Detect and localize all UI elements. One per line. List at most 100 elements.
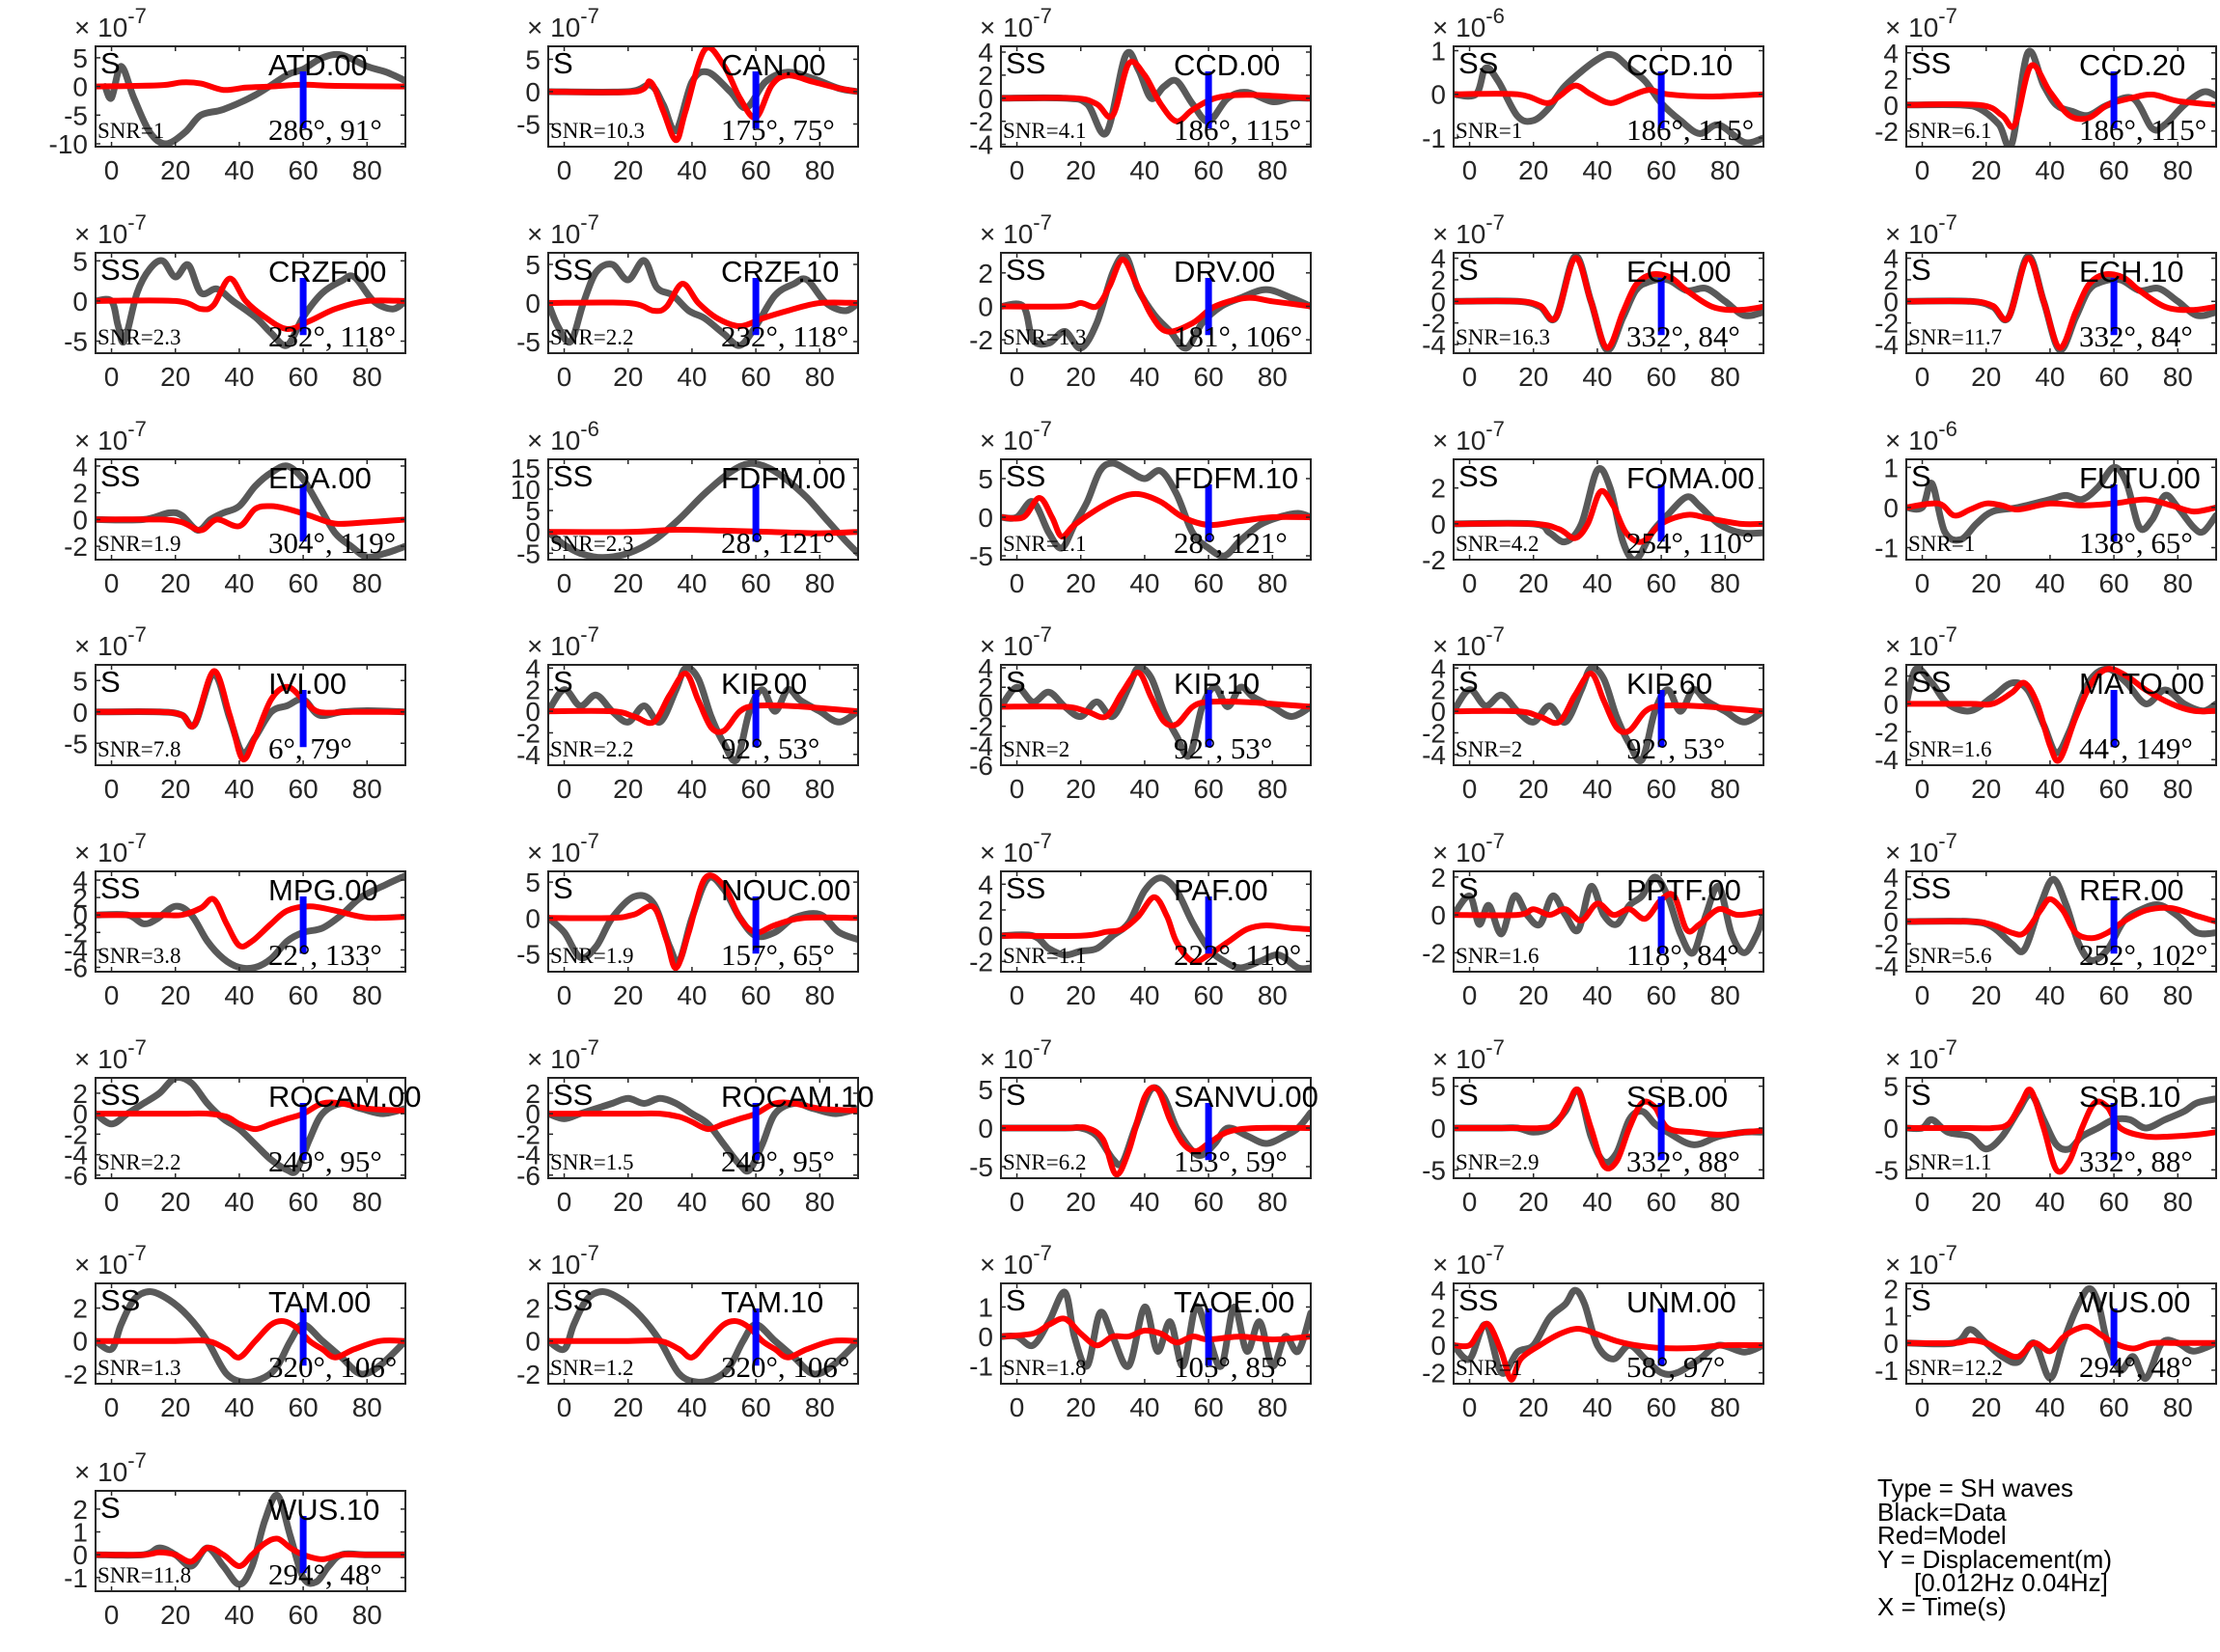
trace-area [1454, 465, 1763, 560]
station-label: CCD.20 [2079, 48, 2185, 82]
x-tick-label: 80 [352, 1392, 382, 1422]
snr-label: SNR=3.8 [97, 944, 180, 968]
azimuth-label: 186°, 115° [1174, 113, 1301, 147]
x-tick-label: 20 [613, 774, 643, 804]
x-tick-label: 20 [1518, 1392, 1548, 1422]
station-label: DRV.00 [1174, 255, 1275, 289]
phase-label: SS [553, 1283, 593, 1317]
model-trace [548, 281, 858, 329]
y-tick-label: 2 [1430, 474, 1446, 504]
x-tick-label: 40 [2035, 1187, 2065, 1217]
y-tick-label: -2 [1874, 717, 1899, 747]
y-tick-label: -5 [64, 327, 88, 357]
azimuth-label: 294°, 48° [268, 1557, 382, 1591]
x-tick-label: 60 [741, 362, 771, 392]
y-tick-label: 5 [978, 464, 993, 494]
y-tick-label: 2 [1430, 675, 1446, 705]
data-trace [548, 257, 858, 349]
y-tick-label: 2 [72, 1495, 88, 1525]
x-tick-label: 40 [677, 362, 707, 392]
x-tick-label: 40 [2035, 1392, 2065, 1422]
x-tick-label: 20 [160, 1600, 190, 1630]
x-tick-label: 20 [160, 155, 190, 185]
trace-area [1454, 1086, 1763, 1171]
y-tick-label: 0 [1430, 900, 1446, 930]
y-tick-label: 0 [1883, 689, 1899, 719]
phase-label: SS [1911, 665, 1951, 699]
axes-box [1453, 45, 1764, 148]
y-tick-label: 0 [525, 903, 541, 933]
azimuth-label: 232°, 118° [268, 319, 396, 353]
station-label: SANVU.00 [1174, 1080, 1318, 1114]
x-tick-label: 40 [224, 774, 254, 804]
y-tick-label: -2 [1874, 929, 1899, 959]
y-exponent-label: × 10-7 [527, 829, 599, 867]
model-trace [1001, 490, 1311, 540]
axes-box [1453, 870, 1764, 973]
phase-label: S [1458, 253, 1479, 287]
y-tick-label: -4 [1874, 745, 1899, 775]
y-tick-label: -2 [1422, 309, 1446, 339]
snr-label: SNR=2.2 [550, 325, 633, 349]
station-label: IVI.00 [268, 667, 347, 701]
phase-label: SS [1458, 459, 1498, 493]
y-tick-label: 5 [525, 867, 541, 897]
model-trace [96, 895, 405, 950]
data-trace [1001, 874, 1311, 972]
model-trace [1906, 666, 2216, 764]
y-tick-label: -4 [969, 130, 993, 160]
x-tick-label: 0 [557, 774, 572, 804]
y-tick-label: 0 [72, 72, 88, 102]
trace-area [1001, 874, 1311, 972]
phase-label: SS [1911, 871, 1951, 905]
x-tick-label: 60 [1194, 1187, 1224, 1217]
station-label: KIP.60 [1626, 667, 1712, 701]
x-tick-label: 40 [2035, 568, 2065, 598]
x-tick-label: 40 [2035, 980, 2065, 1010]
x-tick-label: 80 [1258, 774, 1288, 804]
phase-label: SS [1006, 253, 1045, 287]
x-tick-label: 20 [613, 568, 643, 598]
azimuth-label: 254°, 110° [1626, 526, 1754, 560]
y-tick-label: -6 [64, 952, 88, 982]
data-trace [1454, 50, 1763, 147]
y-tick-label: -5 [1874, 1155, 1899, 1185]
axes-box [1453, 1282, 1764, 1385]
x-tick-label: 20 [1066, 155, 1096, 185]
x-tick-label: 0 [557, 568, 572, 598]
x-tick-label: 60 [1194, 568, 1224, 598]
snr-label: SNR=12.2 [1908, 1356, 2003, 1380]
y-tick-label: -5 [969, 1152, 993, 1182]
y-tick-label: -2 [64, 1119, 88, 1149]
y-tick-label: 0 [1430, 80, 1446, 110]
station-label: CRZF.10 [721, 255, 839, 289]
azimuth-label: 332°, 88° [2079, 1144, 2193, 1178]
y-tick-label: -1 [1874, 534, 1899, 564]
azimuth-label: 92°, 53° [1626, 731, 1725, 765]
trace-area [1001, 459, 1311, 560]
data-trace [96, 257, 405, 349]
station-panel: × 10-6 0 20 40 60 80 1 0 -1 S FUTU.00 SNR=1 138°, 65… [1874, 417, 2217, 598]
x-tick-label: 40 [224, 362, 254, 392]
trace-area [548, 257, 858, 349]
station-label: PPTF.00 [1626, 873, 1741, 907]
trace-area [96, 1288, 405, 1384]
station-label: UNM.00 [1626, 1285, 1736, 1319]
axes-box [1905, 45, 2217, 148]
phase-label: SS [553, 1078, 593, 1112]
trace-area [1454, 253, 1763, 353]
y-exponent-label: × 10-7 [74, 1448, 147, 1487]
model-trace [548, 872, 858, 972]
x-tick-label: 80 [805, 1187, 835, 1217]
x-tick-label: 60 [741, 1392, 771, 1422]
x-tick-label: 0 [1462, 568, 1478, 598]
x-tick-label: 60 [1194, 980, 1224, 1010]
snr-label: SNR=1 [1908, 532, 1975, 556]
y-tick-label: 0 [72, 1327, 88, 1357]
x-tick-label: 20 [613, 1392, 643, 1422]
azimuth-label: 28°, 121° [721, 526, 835, 560]
